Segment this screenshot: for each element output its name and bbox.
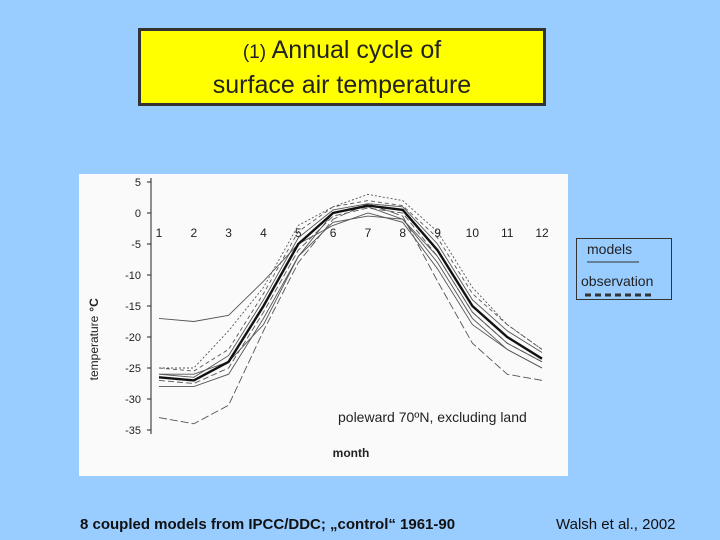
x-tick-label: 2 — [190, 226, 197, 240]
x-tick-label: 3 — [225, 226, 232, 240]
legend-observation-label: observation — [581, 273, 654, 289]
footer-source: 8 coupled models from IPCC/DDC; „control… — [80, 516, 456, 533]
title-line-1: (1) Annual cycle of — [243, 34, 441, 69]
y-tick-label: -15 — [125, 301, 141, 313]
model-series-line — [158, 200, 543, 372]
x-tick-label: 11 — [501, 226, 514, 240]
x-tick-label: 6 — [330, 226, 337, 240]
model-series-line — [158, 203, 543, 425]
title-line-2: surface air temperature — [212, 70, 472, 99]
chart-annotation: poleward 70ºN, excluding land — [338, 409, 527, 425]
title-line-1-text: Annual cycle of — [271, 35, 442, 64]
model-series-line — [158, 203, 543, 378]
y-tick-label: -10 — [125, 270, 141, 282]
y-tick-label: -35 — [125, 425, 141, 437]
x-tick-label: 7 — [365, 226, 372, 240]
chart-panel: 5 0 -5 -10 -15 -20 -25 -30 -35 1 2 3 4 5 6 7 8 9 10 11 12 tem… — [79, 174, 568, 476]
observation-series-line — [158, 204, 543, 382]
y-tick-label: -20 — [125, 332, 141, 344]
y-tick-label: 0 — [135, 208, 141, 220]
x-axis-label: month — [333, 446, 370, 460]
x-tick-label: 9 — [434, 226, 441, 240]
y-axis-unit: °C — [87, 298, 101, 312]
model-series-line — [159, 193, 543, 369]
y-axis-label: temperature — [87, 315, 101, 380]
y-tick-label: -30 — [125, 394, 141, 406]
x-tick-label: 1 — [156, 226, 163, 240]
model-series-line — [159, 215, 543, 388]
legend-models-label: models — [587, 241, 633, 257]
title-prefix: (1) — [242, 41, 267, 63]
model-series-line — [158, 207, 543, 384]
x-tick-label: 4 — [260, 226, 267, 240]
chart-svg: 50-5-10-15-20-25-30-351 2 3 4 5 6 7 8 9 10 11 12tem… — [87, 177, 549, 460]
legend-box: models observation — [576, 238, 672, 300]
model-series-line — [159, 206, 543, 375]
footer-citation: Walsh et al., 2002 — [556, 516, 676, 533]
model-series-line — [158, 212, 543, 369]
x-tick-label: 12 — [535, 226, 549, 240]
x-tick-label: 10 — [466, 226, 480, 240]
y-tick-label: -25 — [125, 363, 141, 375]
y-tick-label: -5 — [131, 239, 141, 251]
x-tick-label: 5 — [295, 226, 302, 240]
x-tick-label: 8 — [399, 226, 406, 240]
legend-swatches — [585, 261, 655, 297]
title-box: (1) Annual cycle of surface air temperat… — [138, 28, 546, 106]
y-tick-label: 5 — [135, 177, 141, 189]
